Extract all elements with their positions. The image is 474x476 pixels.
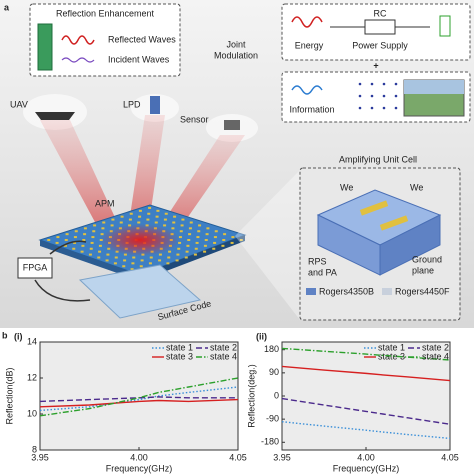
reflection-title: Reflection Enhancement (56, 8, 155, 18)
legend-label: state 1 (378, 342, 405, 352)
series-line (282, 365, 450, 382)
energy-wave (291, 16, 323, 28)
rc-label: RC (374, 8, 387, 18)
y-axis-label: Reflection(dB) (4, 367, 14, 424)
x-tick-label: 4.00 (130, 452, 148, 462)
y-tick-label: 12 (27, 372, 37, 382)
rps-label: and PA (308, 267, 337, 277)
y-tick-label: -90 (266, 414, 279, 424)
legend-label: state 2 (422, 342, 449, 352)
x-tick-label: 3.95 (273, 452, 291, 462)
legend-label: state 1 (166, 342, 193, 352)
constellation (358, 82, 398, 110)
photo-sky (404, 80, 464, 94)
reflected-wave (61, 35, 95, 45)
x-axis-label: Frequency(GHz) (106, 463, 173, 473)
y-axis-label: Reflection(deg.) (246, 364, 256, 428)
apm-edge (40, 240, 140, 281)
joint-label: Modulation (214, 50, 258, 60)
apm-edge (140, 235, 245, 281)
lpd-label: LPD (123, 99, 141, 109)
legend-label: state 3 (166, 351, 193, 361)
metasurface-icon (37, 23, 53, 71)
legend-label: state 3 (378, 351, 405, 361)
joint-label: Joint (226, 39, 246, 49)
unit-cell-title: Amplifying Unit Cell (339, 154, 417, 164)
information-label: Information (289, 104, 334, 114)
panel-label: a (4, 2, 10, 12)
rc-block (364, 19, 396, 35)
y-tick-label: -180 (261, 437, 279, 447)
ground-label: Ground (412, 254, 442, 264)
patch (379, 215, 409, 231)
fpga-label: FPGA (23, 262, 48, 272)
arrow (34, 279, 91, 302)
material-swatch (306, 288, 316, 295)
reflected-label: Reflected Waves (108, 34, 176, 44)
energy-label: Energy (295, 40, 324, 50)
plus-sign: + (373, 60, 378, 70)
x-tick-label: 4.00 (357, 452, 375, 462)
series-line (282, 347, 450, 361)
power-label: Power Supply (352, 40, 408, 50)
rps-label: RPS (308, 256, 327, 266)
patch (359, 200, 389, 216)
uav-label: UAV (10, 99, 28, 109)
y-tick-label: 90 (269, 367, 279, 377)
series-line (282, 421, 450, 440)
panel-label: b (2, 330, 8, 340)
y-tick-label: 0 (274, 390, 279, 400)
plot-area (39, 341, 239, 451)
x-tick-label: 4.05 (441, 452, 459, 462)
sensor-icon (224, 120, 240, 130)
incident-wave (61, 57, 95, 63)
ground-label: plane (412, 265, 434, 275)
hotspot (100, 224, 180, 256)
surface-code (78, 264, 202, 319)
chart-title: (ii) (256, 331, 267, 341)
beam (40, 120, 130, 250)
apm-label: APM (95, 198, 115, 208)
series-line (282, 397, 450, 425)
zoom-cone (235, 170, 300, 320)
legend-label: state 2 (210, 342, 237, 352)
y-tick-label: 8 (32, 444, 37, 454)
charts: (i) 8 10 12 14 3.95 4.00 4.05 Frequency(GHz) Refl… (4, 331, 458, 473)
material-label: Rogers4350B (319, 286, 374, 296)
series-line (40, 398, 238, 408)
sensor-label: Sensor (180, 114, 209, 124)
arrow (49, 240, 87, 255)
legend-label: state 4 (210, 351, 237, 361)
x-axis-label: Frequency(GHz) (333, 463, 400, 473)
x-tick-label: 3.95 (31, 452, 49, 462)
information-wave (291, 85, 323, 95)
we-label: We (410, 182, 423, 192)
cell-side (379, 214, 441, 276)
we-label: We (340, 182, 353, 192)
fpga-box (17, 257, 53, 279)
y-tick-label: 180 (264, 344, 279, 354)
y-tick-label: 14 (27, 336, 37, 346)
material-label: Rogers4450F (395, 286, 450, 296)
legend-label: state 4 (422, 351, 449, 361)
chart-title: (i) (14, 331, 23, 341)
x-tick-label: 4.05 (229, 452, 247, 462)
uav-icon (35, 112, 75, 120)
battery-icon (439, 15, 451, 37)
material-swatch (382, 288, 392, 295)
series-line (40, 396, 238, 403)
lpd-icon (150, 96, 160, 114)
y-tick-label: 10 (27, 408, 37, 418)
incident-label: Incident Waves (108, 54, 170, 64)
